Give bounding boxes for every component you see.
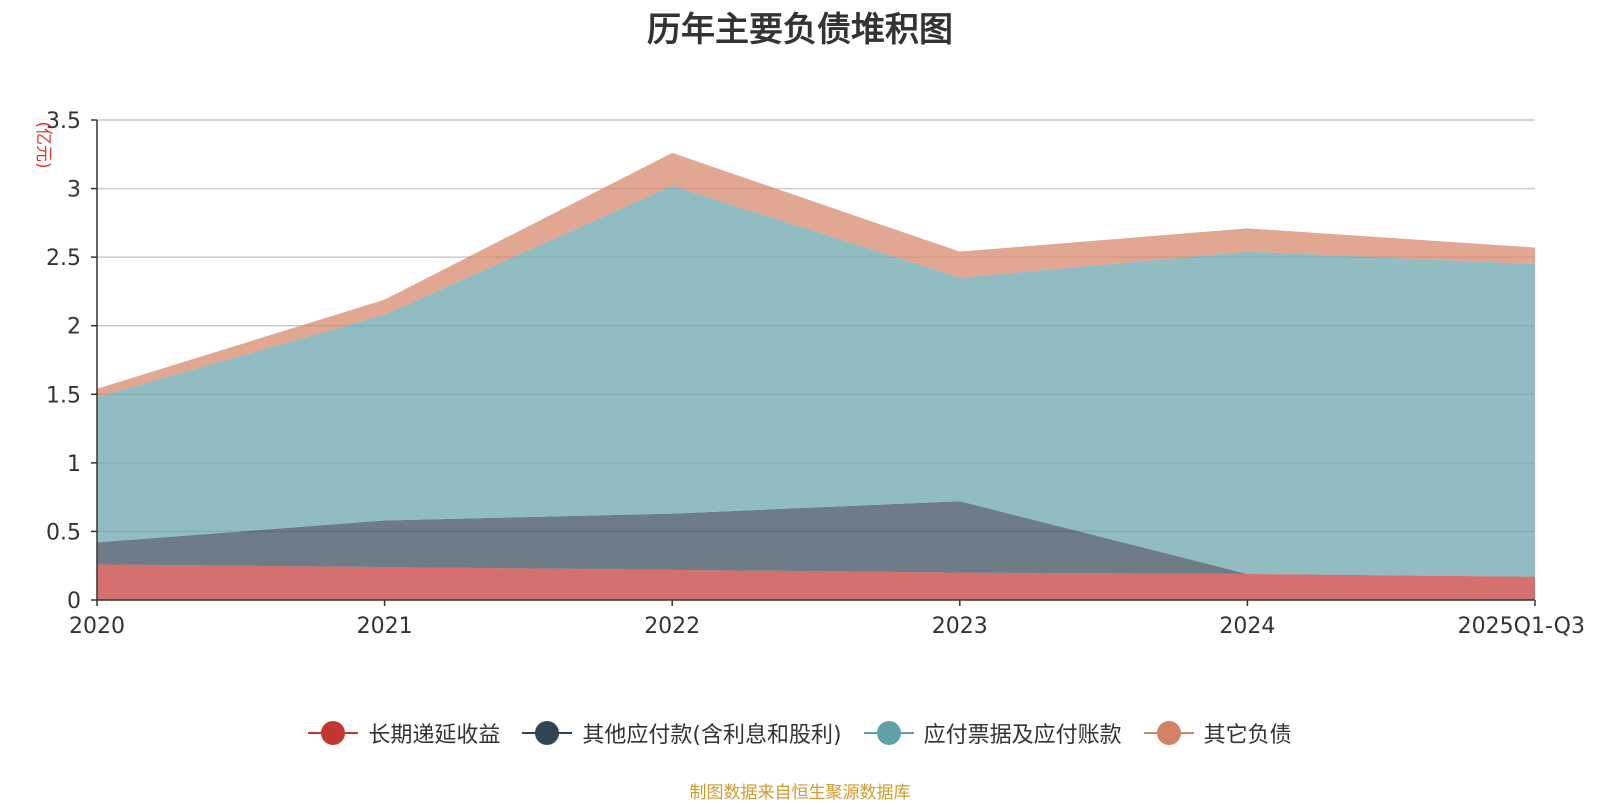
x-tick-label: 2023 bbox=[932, 614, 988, 639]
y-tick-label: 1 bbox=[67, 452, 81, 477]
legend-label: 其他应付款(含利息和股利) bbox=[582, 723, 842, 748]
legend-label: 应付票据及应付账款 bbox=[923, 723, 1122, 748]
x-tick-label: 2025Q1-Q3 bbox=[1458, 614, 1585, 639]
area-series bbox=[97, 152, 1535, 600]
area-series-1 bbox=[97, 564, 1535, 600]
legend-item[interactable]: 其他应付款(含利息和股利) bbox=[522, 717, 842, 749]
y-tick-label: 0 bbox=[67, 589, 81, 614]
y-tick-label: 3.5 bbox=[46, 109, 81, 134]
y-tick-label: 0.5 bbox=[46, 520, 81, 545]
legend-marker-icon bbox=[308, 720, 359, 746]
legend-item[interactable]: 其它负债 bbox=[1143, 717, 1292, 749]
legend-label: 长期递延收益 bbox=[368, 723, 501, 748]
area-series-2 bbox=[97, 501, 1535, 577]
x-tick-label: 2022 bbox=[644, 614, 700, 639]
legend-dot bbox=[535, 721, 560, 745]
legend-marker-icon bbox=[522, 720, 573, 746]
legend-dot bbox=[1156, 721, 1181, 745]
area-series-3 bbox=[97, 185, 1535, 577]
y-tick-label: 2 bbox=[67, 315, 81, 340]
axes bbox=[91, 119, 1536, 606]
y-tick-label: 1.5 bbox=[46, 383, 81, 408]
legend-dot bbox=[876, 721, 901, 745]
x-tick-label: 2024 bbox=[1219, 614, 1275, 639]
axis-labels: 0 0.5 1 1.5 2 2.5 3 3.5 2020 2021 2022 2023 2024 2025… bbox=[46, 109, 1585, 639]
legend-label: 其它负债 bbox=[1203, 723, 1292, 748]
x-tick-label: 2020 bbox=[69, 614, 125, 639]
legend-item[interactable]: 长期递延收益 bbox=[308, 717, 500, 749]
y-tick-label: 3 bbox=[67, 178, 81, 203]
legend-marker-icon bbox=[863, 720, 914, 746]
y-axis-unit-label: (亿元) bbox=[33, 121, 53, 168]
legend-item[interactable]: 应付票据及应付账款 bbox=[863, 717, 1122, 749]
legend: 长期递延收益 其他应付款(含利息和股利) 应付票据及应付账款 其它负债 bbox=[0, 717, 1600, 749]
chart-title: 历年主要负债堆积图 bbox=[647, 10, 953, 50]
legend-dot bbox=[321, 721, 346, 745]
x-tick-label: 2021 bbox=[357, 614, 413, 639]
y-tick-label: 2.5 bbox=[46, 246, 81, 271]
legend-marker-icon bbox=[1143, 720, 1194, 746]
source-note: 制图数据来自恒生聚源数据库 bbox=[689, 783, 911, 803]
